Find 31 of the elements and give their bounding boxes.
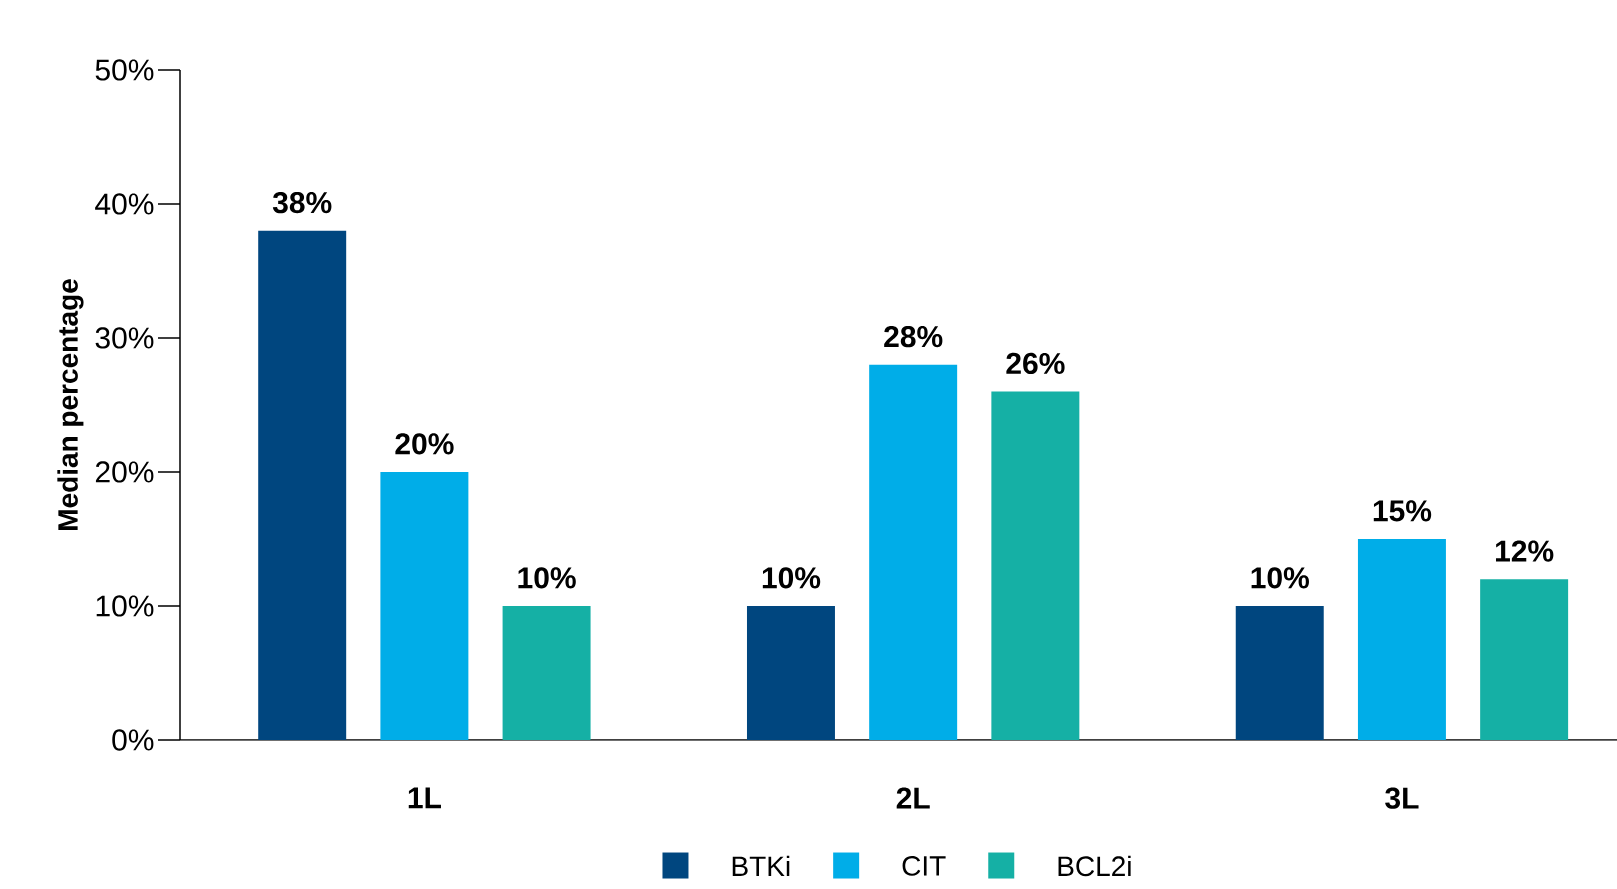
y-axis-title: Median percentage — [57, 279, 84, 530]
data-label: 38% — [272, 191, 332, 214]
data-label: 28% — [884, 326, 943, 348]
data-label: 10% — [1251, 567, 1309, 589]
bar — [746, 606, 835, 740]
y-tick-label: 30% — [95, 327, 154, 349]
y-tick-label: 0% — [112, 729, 154, 751]
data-label: 26% — [1006, 352, 1065, 375]
y-tick-label: 40% — [95, 193, 154, 215]
data-label: 10% — [518, 567, 576, 589]
bar — [380, 472, 469, 740]
y-tick-label: 20% — [95, 461, 154, 483]
legend-label: BTKi — [732, 855, 790, 876]
bar — [991, 391, 1080, 740]
x-tick-label: 1L — [408, 787, 441, 809]
y-tick-label: 50% — [95, 59, 154, 81]
legend-label: BCL2i — [1058, 855, 1131, 877]
y-tick-label: 10% — [96, 595, 154, 617]
x-tick-label: 2L — [896, 787, 930, 809]
data-label: 12% — [1495, 540, 1554, 562]
data-label: 10% — [762, 567, 821, 589]
data-label: 15% — [1373, 500, 1432, 522]
data-label: 20% — [395, 433, 454, 455]
legend-label: CIT — [902, 856, 946, 876]
bar — [1480, 579, 1569, 740]
bar — [869, 364, 958, 740]
x-tick-label: 3L — [1385, 787, 1419, 809]
bar — [258, 230, 347, 740]
bar — [1235, 606, 1324, 740]
bar — [502, 606, 591, 740]
bar — [1357, 539, 1446, 740]
